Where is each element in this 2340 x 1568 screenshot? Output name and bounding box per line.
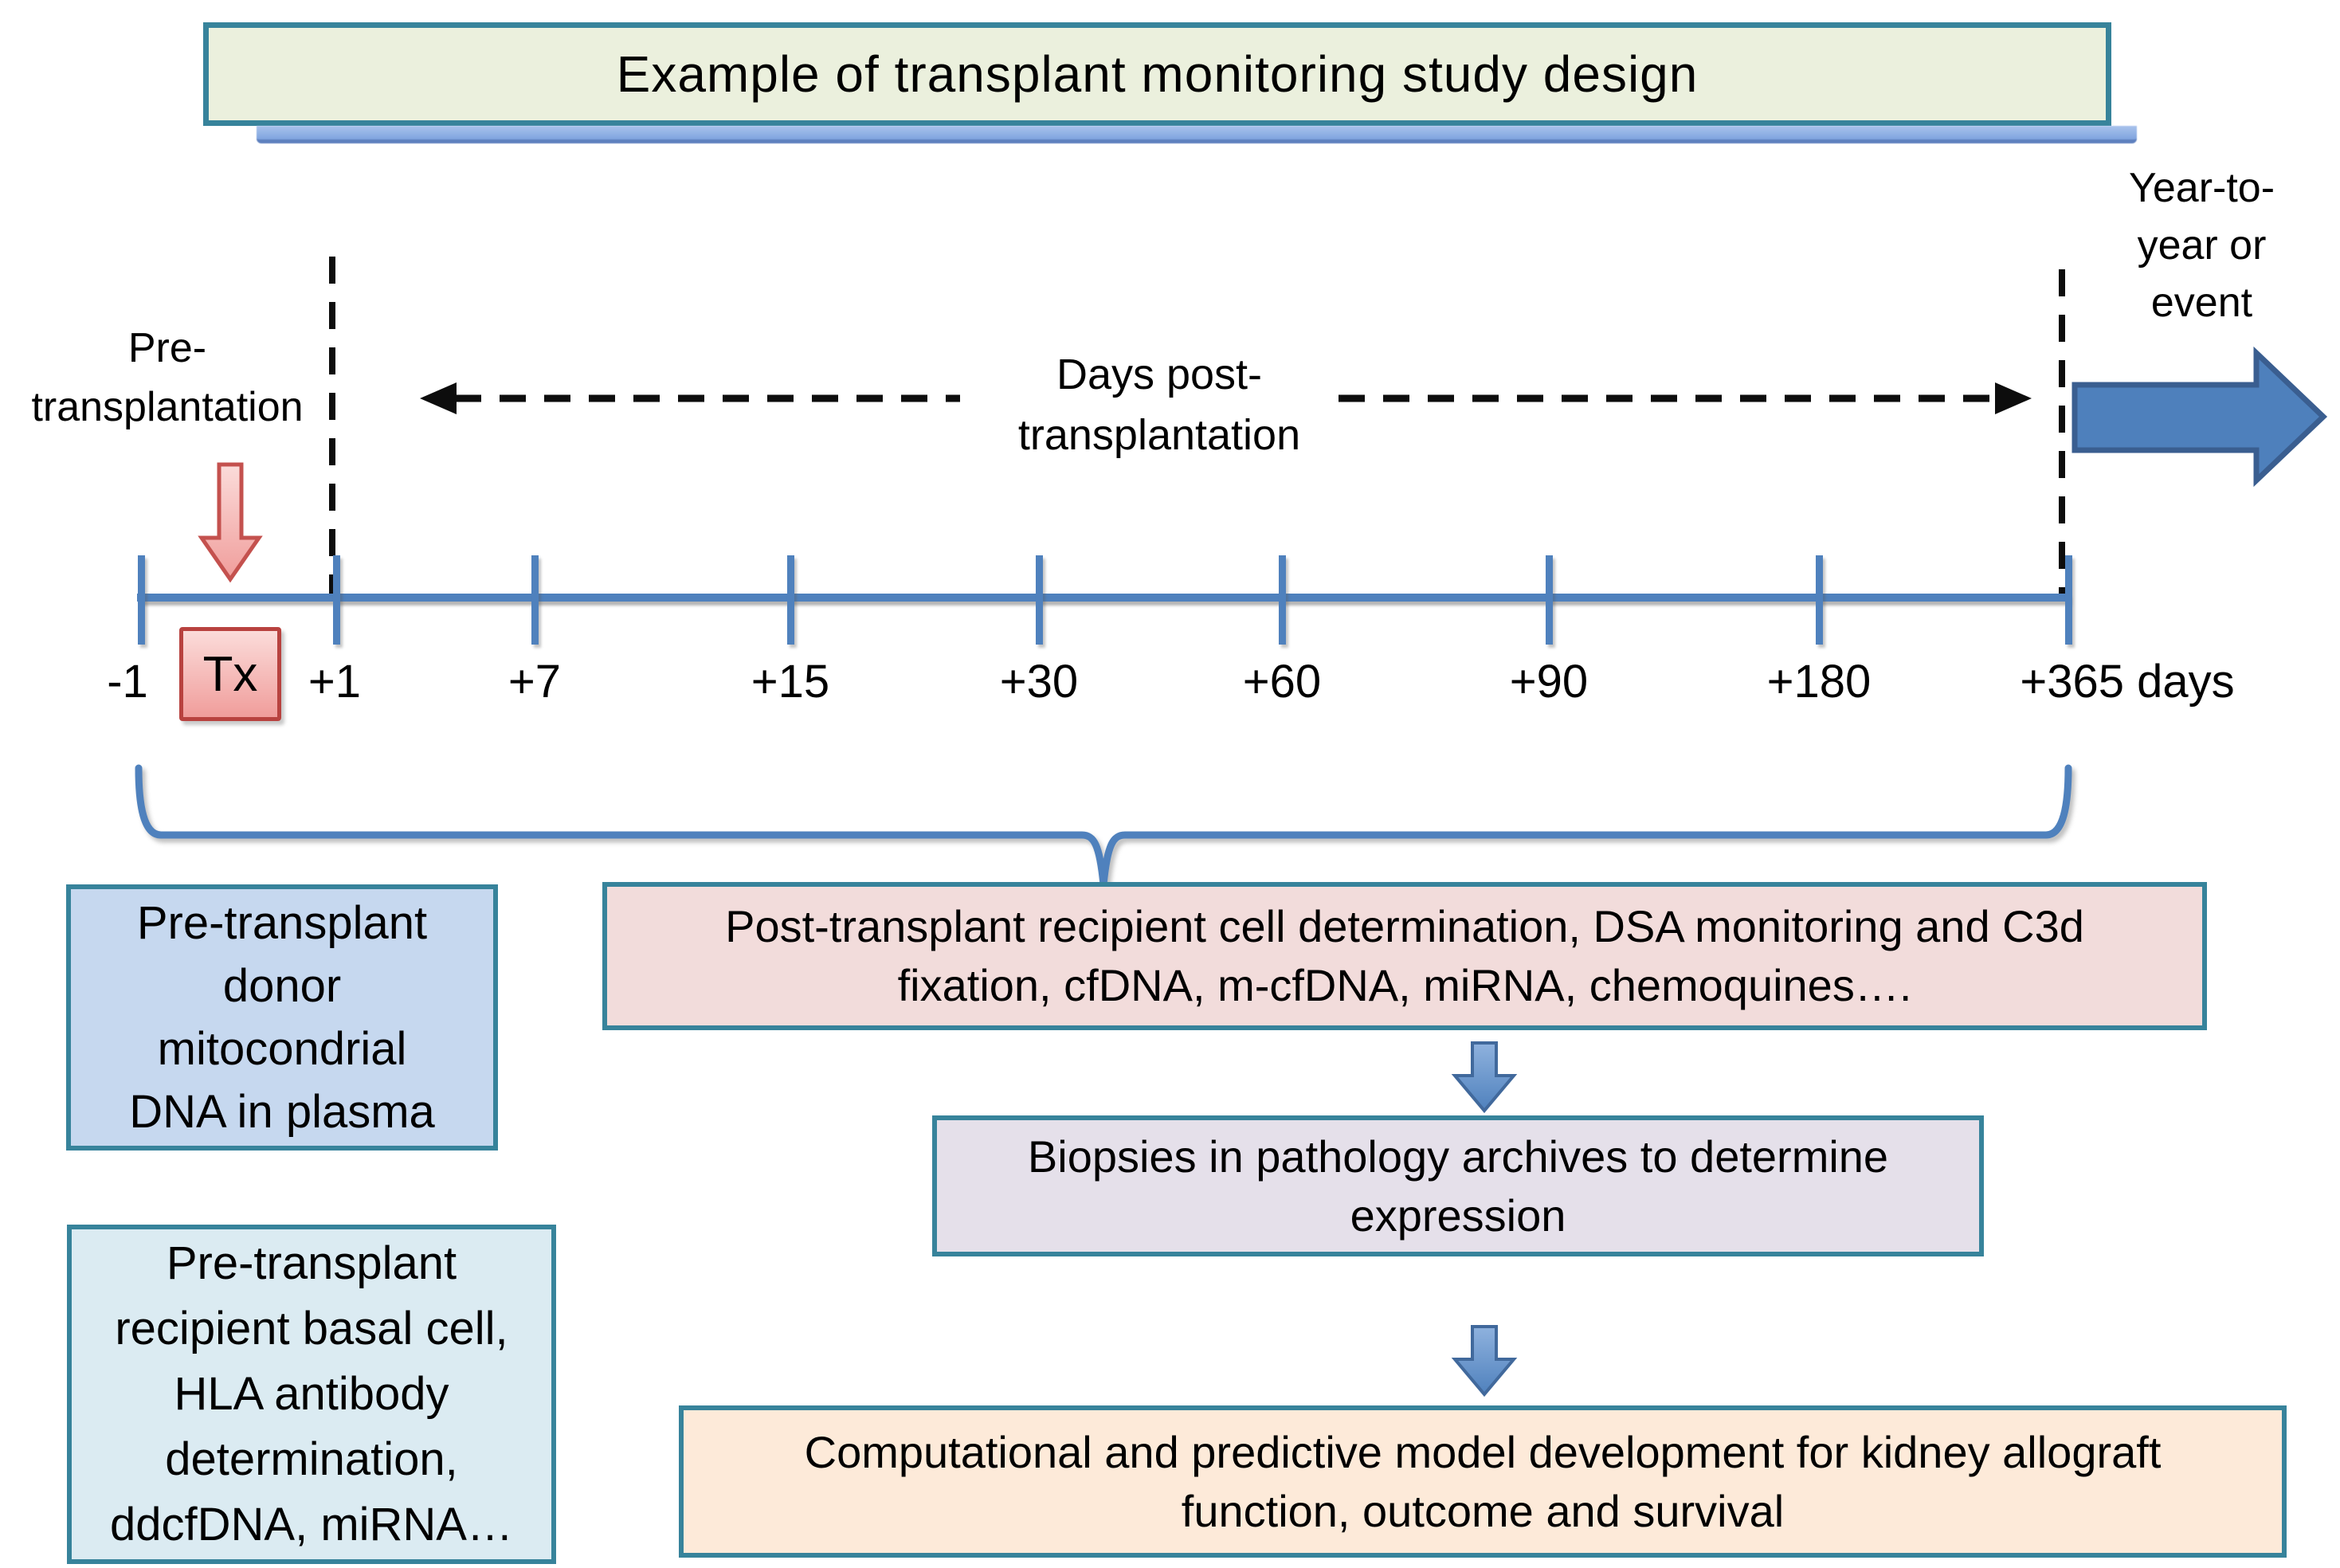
tick-label-plus1: +1 [308,656,362,708]
timeline-underbrace-icon [135,764,2072,885]
pre-transplantation-label: Pre- transplantation [16,319,319,437]
tick-label-plus60: +60 [1242,656,1322,708]
year-to-year-arrow-icon [2072,347,2328,488]
post-box-line: Post-transplant recipient cell determina… [725,901,2084,951]
tick-label-plus180: +180 [1766,656,1872,708]
recipient-box-line: ddcfDNA, miRNA… [110,1499,513,1550]
diagram-title-box: Example of transplant monitoring study d… [203,22,2111,126]
tick-plus7 [531,555,539,645]
model-box-line: function, outcome and survival [1181,1485,1785,1536]
flow-down-arrow-icon [1451,1325,1518,1397]
days-post-left-dashed-arrow-icon [420,382,1001,414]
year-to-year-label: Year-to- year or event [2064,159,2340,331]
tick-label-plus7: +7 [508,656,562,708]
donor-box-line: DNA in plasma [129,1086,435,1138]
days-post-transplantation-label: Days post- transplantation [960,344,1358,465]
tick-plus365 [2065,555,2072,645]
days-post-right-dashed-arrow-icon [1339,382,2032,414]
pre-transplant-down-arrow-icon [198,462,263,583]
year-label-line: event [2150,280,2253,326]
tick-label-minus1: -1 [107,656,148,708]
year-label-line: year or [2137,222,2267,269]
recipient-box-line: Pre-transplant [166,1237,457,1289]
days-post-line: Days post- [1056,351,1263,398]
tick-plus15 [787,555,794,645]
days-post-line: transplantation [1017,411,1301,459]
donor-box-line: Pre-transplant [136,897,428,949]
tick-label-plus30: +30 [999,656,1079,708]
pre-label-line: Pre- [127,325,207,371]
tx-label: Tx [202,646,258,702]
recipient-box-line: recipient basal cell, [115,1303,508,1354]
donor-box-line: donor [222,960,342,1012]
pre-label-line: transplantation [31,384,304,430]
tick-label-plus90: +90 [1509,656,1589,708]
day-plus365-boundary-dashed-line [2059,269,2065,594]
biopsies-box-line: Biopsies in pathology archives to determ… [1027,1131,1889,1182]
flow-down-arrow-icon [1451,1041,1518,1114]
tick-plus180 [1816,555,1823,645]
computational-model-box: Computational and predictive model devel… [679,1405,2287,1558]
tick-plus30 [1036,555,1043,645]
tick-plus60 [1279,555,1286,645]
tick-label-plus365-days: +365 days [2020,656,2235,708]
tick-label-plus15: +15 [751,656,830,708]
donor-box-line: mitocondrial [157,1023,407,1075]
tick-plus90 [1546,555,1553,645]
tick-minus1 [138,555,145,645]
title-shadow-bar [257,126,2137,143]
pre-transplant-recipient-box: Pre-transplant recipient basal cell, HLA… [67,1225,556,1564]
day-plus1-boundary-dashed-line [329,257,335,594]
transplant-tx-marker: Tx [179,627,281,721]
pre-transplant-donor-box: Pre-transplant donor mitocondrial DNA in… [66,884,498,1151]
post-transplant-monitoring-box: Post-transplant recipient cell determina… [602,882,2207,1030]
post-box-line: fixation, cfDNA, m-cfDNA, miRNA, chemoqu… [897,960,1912,1010]
tick-plus1 [333,555,340,645]
recipient-box-line: HLA antibody [174,1368,449,1420]
recipient-box-line: determination, [165,1433,458,1485]
biopsies-box: Biopsies in pathology archives to determ… [932,1115,1984,1256]
model-box-line: Computational and predictive model devel… [804,1426,2162,1477]
diagram-title: Example of transplant monitoring study d… [616,45,1699,103]
biopsies-box-line: expression [1350,1190,1566,1241]
timeline-axis [137,594,2068,602]
year-label-line: Year-to- [2128,165,2275,211]
